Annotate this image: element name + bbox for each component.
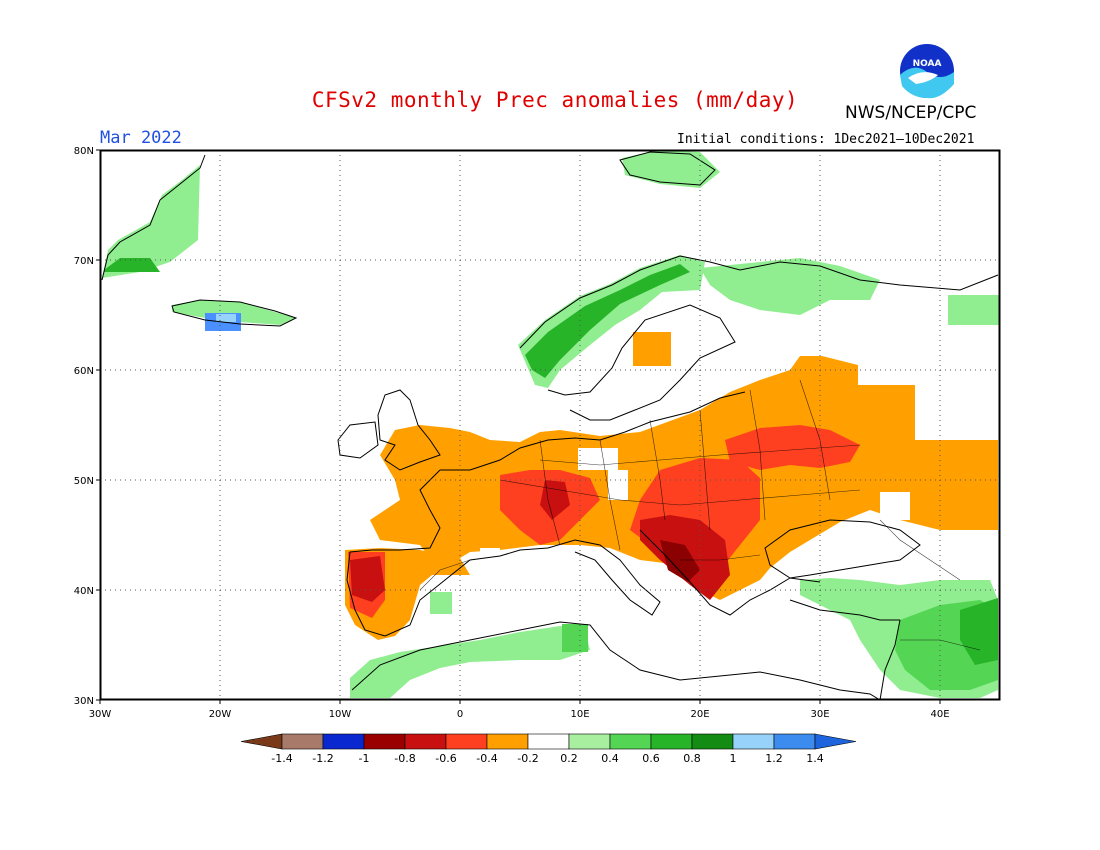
coast-scandinavia-south: [547, 304, 736, 421]
colorbar-swatch: [404, 733, 447, 750]
dry-patch-finland: [633, 332, 671, 366]
colorbar-label: 0.2: [560, 752, 578, 765]
colorbar-swatch: [691, 733, 734, 750]
colorbar-label: -1.2: [312, 752, 333, 765]
colorbar-label: 1: [730, 752, 737, 765]
colorbar-swatch: [650, 733, 693, 750]
colorbar-swatch: [486, 733, 529, 750]
colorbar-legend: -1.4 -1.2 -1 -0.8 -0.6 -0.4 -0.2 0.2 0.4 0.6 0.8 1 1…: [240, 733, 857, 765]
lon-tick-label: 0: [457, 709, 463, 720]
colorbar-label: -0.6: [435, 752, 456, 765]
colorbar-swatch: [322, 733, 365, 750]
coast-ireland: [337, 421, 379, 459]
coast-greenland: [101, 154, 206, 281]
wet-patch-iceland-lightblue: [216, 314, 236, 322]
dry-strong-adriatic: [660, 540, 700, 582]
coast-turkey-south: [789, 599, 900, 621]
colorbar-arrow-right: [814, 733, 857, 750]
lat-tick-label: 70N: [74, 256, 94, 267]
coast-black-sea: [764, 519, 921, 579]
coast-uk: [377, 389, 441, 471]
lat-tick-label: 40N: [74, 586, 94, 597]
lon-tick-label: 10E: [570, 709, 589, 720]
wet-patch-levant-strong: [960, 598, 998, 665]
anomaly-fill-layer: [102, 150, 1000, 698]
colorbar-swatch: [609, 733, 652, 750]
lon-tick-label: 20W: [209, 709, 232, 720]
wet-patch-greenland-strong: [104, 258, 160, 272]
wet-patch-north-africa: [350, 626, 590, 698]
neutral-areas: [480, 398, 910, 563]
colorbar-label: 1.4: [806, 752, 824, 765]
dry-mod-ukraine: [725, 425, 860, 470]
colorbar-arrow-left: [240, 733, 283, 750]
colorbar-swatch: [732, 733, 775, 750]
coast-levant: [879, 619, 901, 701]
country-borders: [419, 379, 981, 651]
colorbar-label: 1.2: [765, 752, 783, 765]
colorbar-swatch: [773, 733, 816, 750]
axis-ticks: 30W 20W 10W 0 10E 20E 30E 40E 80N 70N 60N 50N 40N 30N: [74, 146, 950, 720]
colorbar-label: -1: [359, 752, 370, 765]
map-frame: [99, 149, 1001, 701]
logo-text: NOAA: [913, 59, 942, 69]
colorbar-label: -0.8: [394, 752, 415, 765]
coast-svalbard: [619, 151, 716, 186]
colorbar-swatch: [363, 733, 406, 750]
lon-tick-label: 20E: [690, 709, 709, 720]
colorbar-label: 0.6: [642, 752, 660, 765]
agency-label: NWS/NCEP/CPC: [845, 103, 977, 123]
wet-patch-spain-east: [430, 592, 452, 614]
lat-lon-grid: [100, 150, 1000, 700]
colorbar-label: -0.2: [517, 752, 538, 765]
coast-norway: [519, 255, 999, 349]
wet-patch-tunisia: [562, 624, 588, 652]
dry-strong-france: [540, 480, 570, 520]
colorbar-swatch: [281, 733, 324, 750]
colorbar-label: -0.4: [476, 752, 497, 765]
lat-tick-label: 60N: [74, 366, 94, 377]
wet-patch-norway-strong: [525, 264, 690, 378]
noaa-logo-icon: NOAA: [894, 42, 960, 104]
colorbar-swatch: [445, 733, 488, 750]
colorbar-swatch: [568, 733, 611, 750]
coast-balkans: [639, 529, 821, 616]
lat-tick-label: 30N: [74, 696, 94, 707]
colorbar-swatch: [527, 733, 570, 750]
wet-patch-kola: [700, 258, 880, 315]
initial-conditions-label: Initial conditions: 1Dec2021—10Dec2021: [677, 132, 975, 147]
lon-tick-label: 40E: [930, 709, 949, 720]
lat-tick-label: 80N: [74, 146, 94, 157]
valid-month-label: Mar 2022: [100, 128, 182, 148]
dry-strong-iberia: [350, 556, 385, 602]
coast-italy: [547, 539, 661, 616]
colorbar-label: 0.4: [601, 752, 619, 765]
colorbar-label: -1.4: [271, 752, 292, 765]
coast-europe-west: [440, 391, 746, 471]
wet-patch-iceland: [172, 300, 296, 325]
chart-title: CFSv2 monthly Prec anomalies (mm/day): [311, 88, 799, 112]
wet-patch-east-edge: [948, 295, 1000, 325]
lon-tick-label: 30W: [89, 709, 112, 720]
colorbar-label: 0.8: [683, 752, 701, 765]
lon-tick-label: 30E: [810, 709, 829, 720]
lon-tick-label: 10W: [329, 709, 352, 720]
lat-tick-label: 50N: [74, 476, 94, 487]
